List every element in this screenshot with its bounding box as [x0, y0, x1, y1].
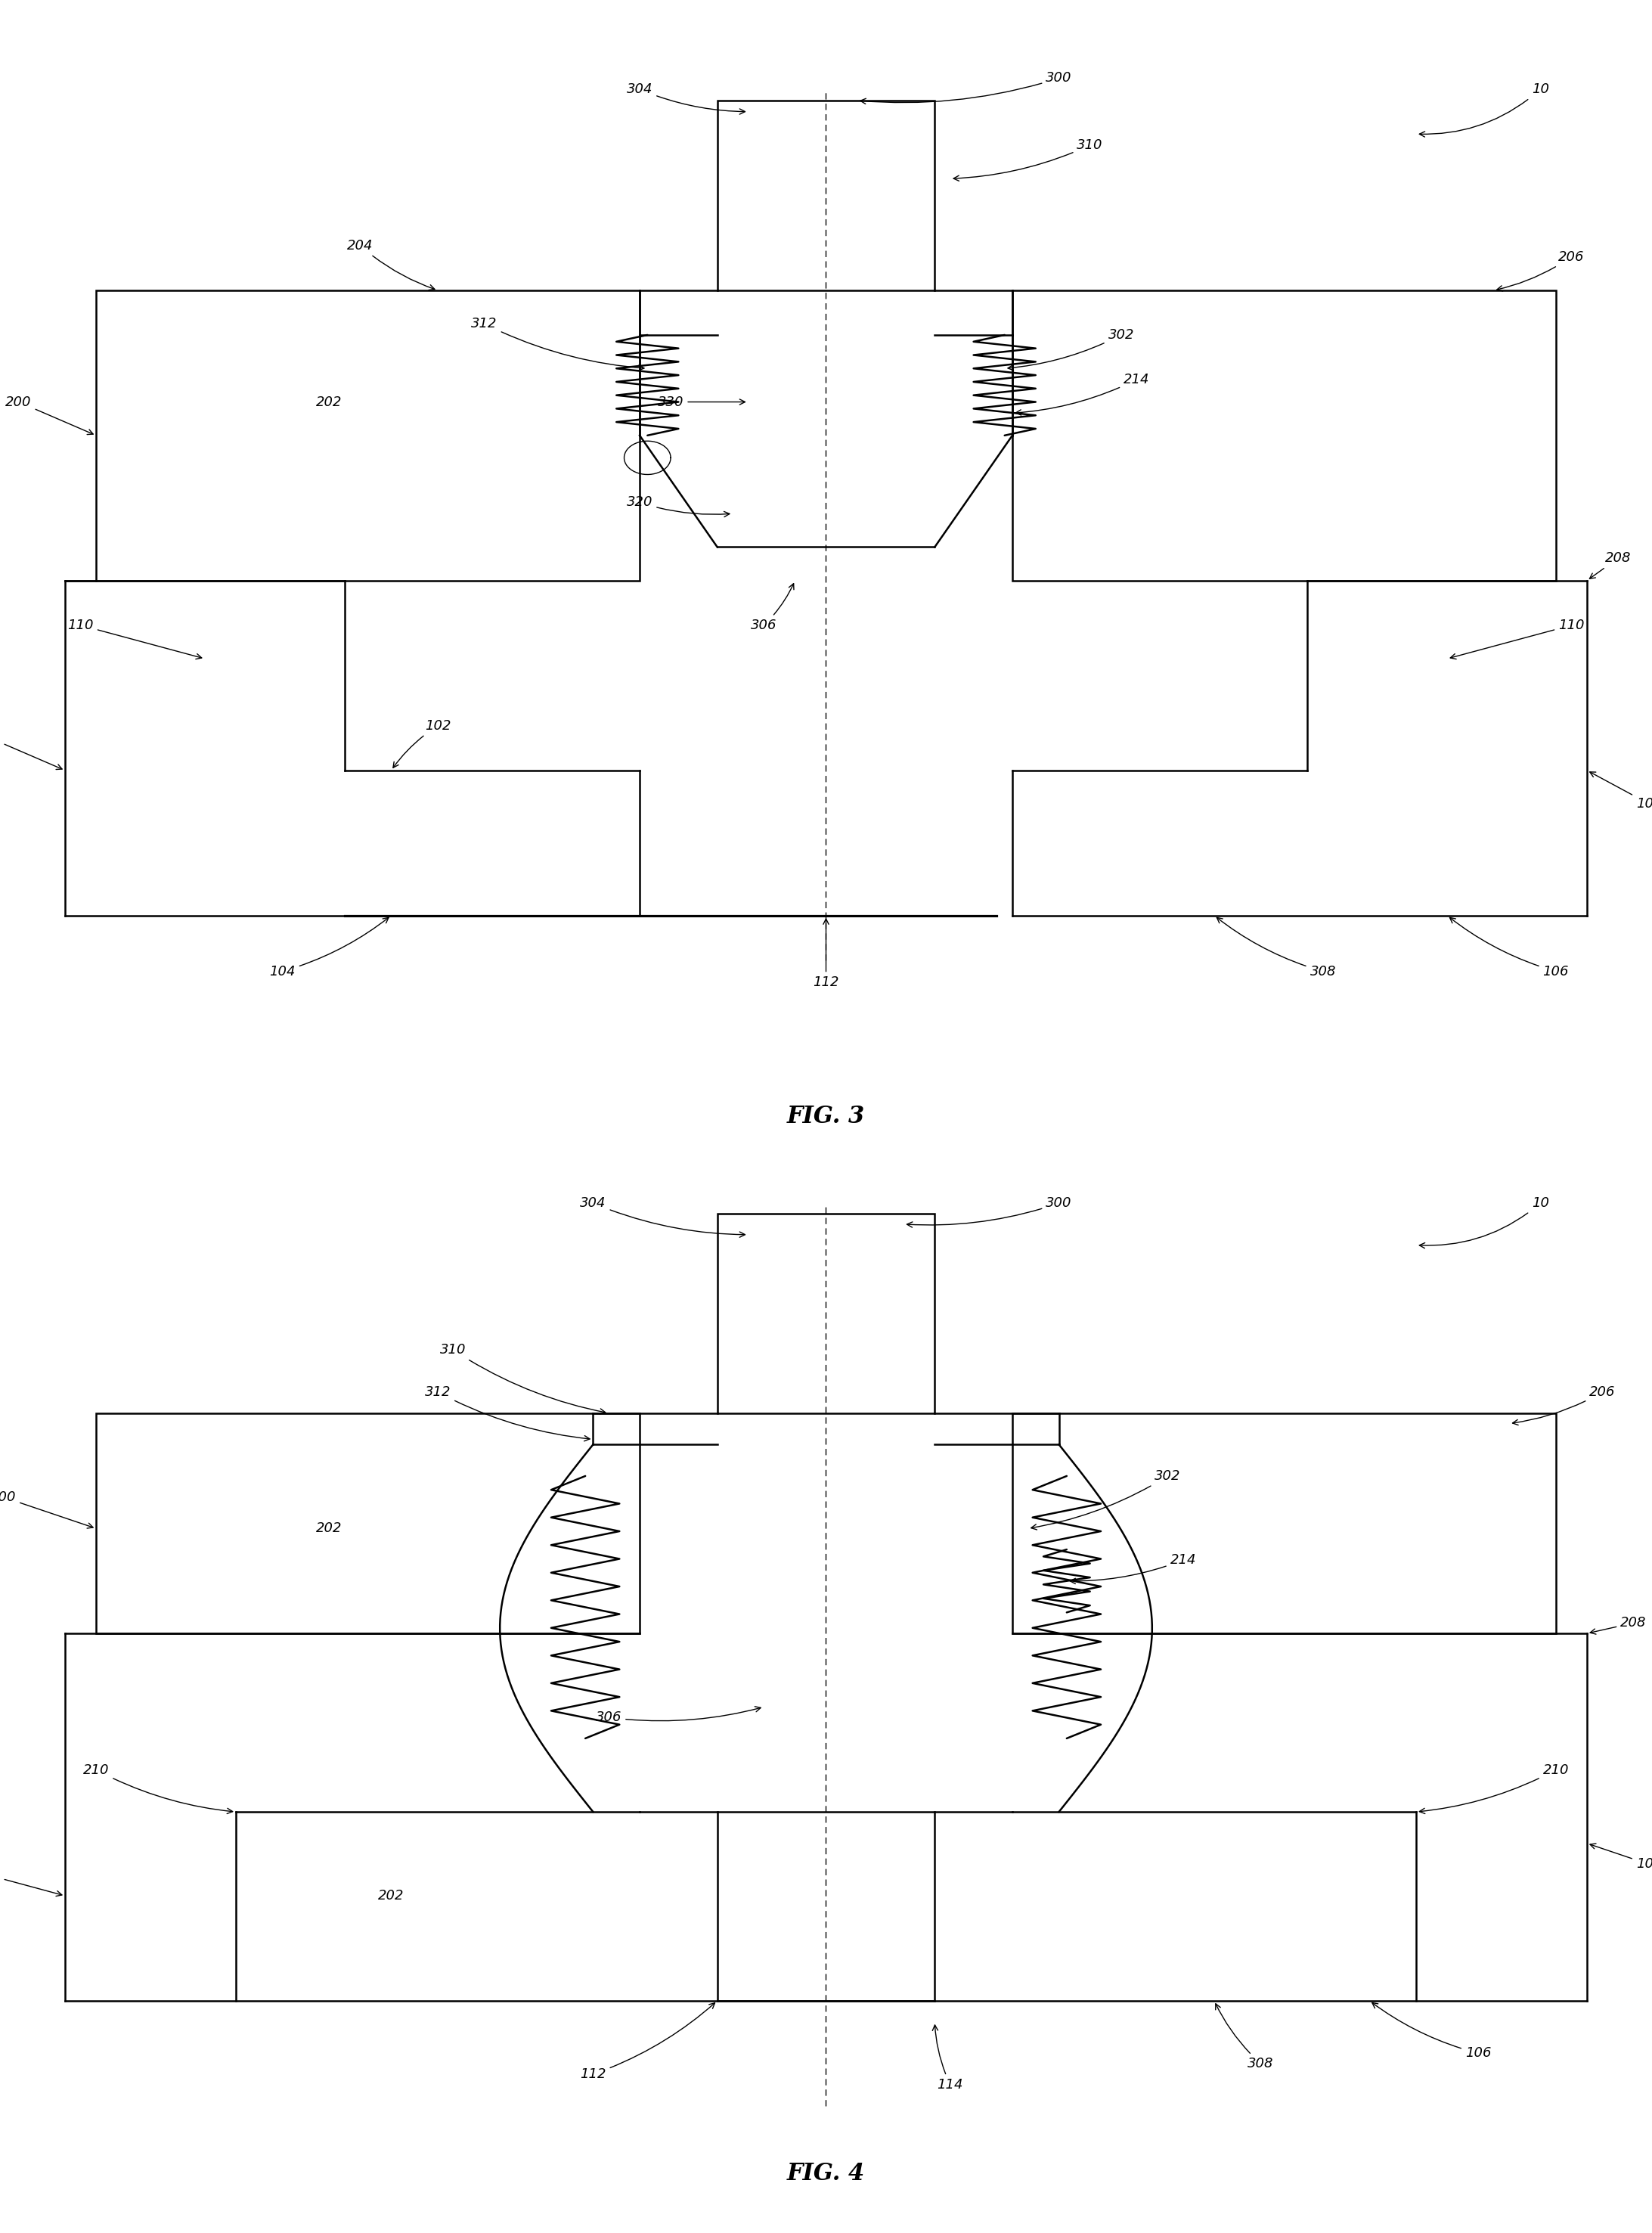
- Text: 102: 102: [393, 719, 451, 768]
- Text: 308: 308: [1216, 2003, 1274, 2070]
- Text: 310: 310: [953, 138, 1104, 181]
- Bar: [96, 1413, 639, 1632]
- Text: 202: 202: [316, 1521, 342, 1536]
- Text: 106: 106: [1450, 918, 1569, 978]
- Text: 306: 306: [596, 1706, 760, 1724]
- Text: 100: 100: [0, 730, 63, 770]
- Text: 200: 200: [5, 395, 93, 435]
- Text: 110: 110: [68, 619, 202, 659]
- Text: 208: 208: [1589, 552, 1631, 578]
- Text: 114: 114: [932, 2025, 963, 2092]
- Text: 100: 100: [0, 1869, 61, 1896]
- Text: 10: 10: [1419, 83, 1550, 136]
- Bar: [1013, 290, 1556, 581]
- Text: 310: 310: [441, 1344, 605, 1413]
- Text: 312: 312: [425, 1384, 590, 1440]
- Text: 302: 302: [1031, 1469, 1181, 1530]
- Text: 330: 330: [657, 395, 745, 409]
- Text: 214: 214: [1070, 1554, 1196, 1583]
- Text: 200: 200: [0, 1489, 93, 1527]
- Text: 112: 112: [813, 918, 839, 989]
- Text: 306: 306: [752, 583, 795, 632]
- Text: 304: 304: [626, 83, 745, 114]
- Text: 110: 110: [1450, 619, 1584, 659]
- Text: 300: 300: [861, 71, 1072, 105]
- Text: FIG. 4: FIG. 4: [786, 2162, 866, 2186]
- Text: 10: 10: [1419, 1197, 1550, 1248]
- Text: 300: 300: [907, 1197, 1072, 1228]
- Text: 304: 304: [580, 1197, 745, 1237]
- Bar: [1013, 1413, 1556, 1632]
- Text: 106: 106: [1373, 2003, 1492, 2061]
- Text: FIG. 3: FIG. 3: [786, 1105, 866, 1128]
- Text: 112: 112: [580, 2003, 715, 2081]
- Bar: [717, 1213, 935, 1413]
- Text: 202: 202: [378, 1889, 405, 1903]
- Text: 214: 214: [1016, 373, 1150, 415]
- Text: 206: 206: [1497, 250, 1584, 290]
- Text: 210: 210: [83, 1764, 233, 1813]
- Text: 308: 308: [1218, 918, 1336, 978]
- Text: 202: 202: [316, 395, 342, 409]
- Text: 108: 108: [1589, 773, 1652, 811]
- Text: 208: 208: [1591, 1617, 1647, 1635]
- Text: 210: 210: [1419, 1764, 1569, 1813]
- Text: 320: 320: [626, 496, 730, 516]
- Bar: [717, 100, 935, 290]
- Text: 204: 204: [347, 239, 434, 290]
- Text: 206: 206: [1513, 1384, 1616, 1425]
- Text: 108: 108: [1589, 1844, 1652, 1871]
- Text: 302: 302: [1008, 328, 1133, 371]
- Bar: [96, 290, 639, 581]
- Text: 104: 104: [269, 918, 388, 978]
- Text: 312: 312: [471, 317, 644, 371]
